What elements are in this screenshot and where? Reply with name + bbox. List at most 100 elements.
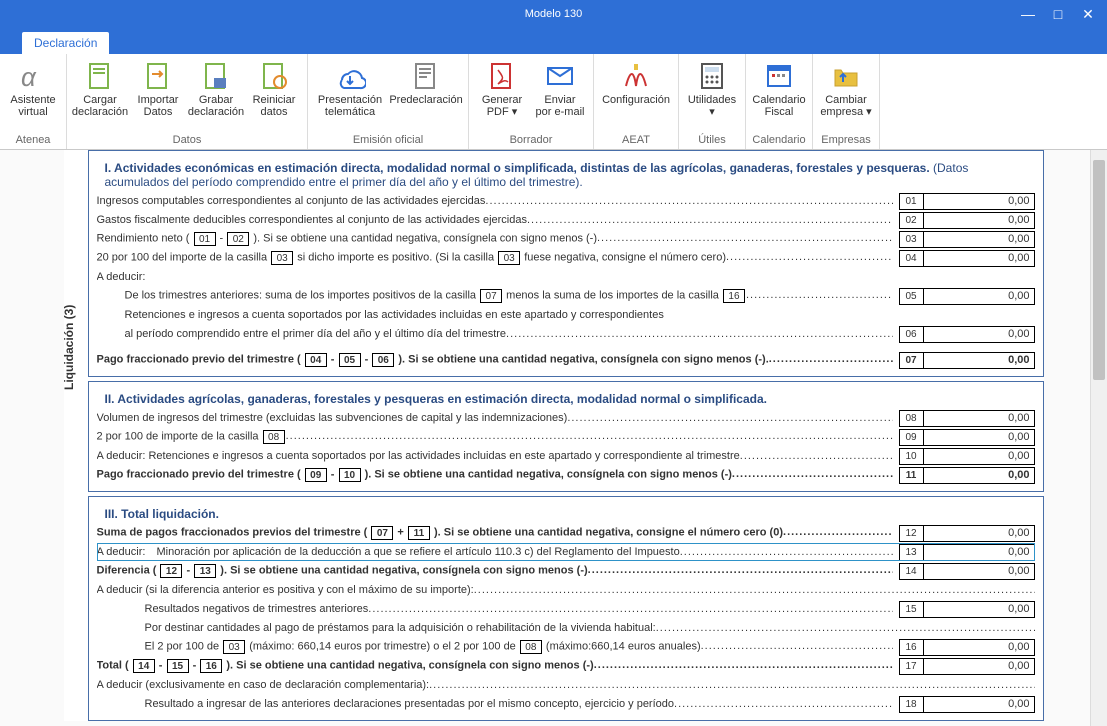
form-row-text: al período comprendido entre el primer d… [125,328,893,340]
form-value-cell[interactable]: 110,00 [899,467,1035,484]
ribbon-item[interactable]: Utilidades▾ [683,56,741,118]
form-row: 20 por 100 del importe de la casilla 03 … [97,249,1035,267]
form-row: Pago fraccionado previo del trimestre ( … [97,351,1035,369]
form-value-cell[interactable]: 080,00 [899,410,1035,427]
ribbon-tabstrip: Declaración [0,28,1107,54]
form-row: Gastos fiscalmente deducibles correspond… [97,211,1035,229]
ribbon-group-label: Empresas [821,132,871,149]
form-row-text: Diferencia ( 12 - 13 ). Si se obtiene un… [97,564,893,578]
form-row: Suma de pagos fraccionados previos del t… [97,524,1035,542]
ribbon-group: PresentacióntelemáticaPredeclaración Emis… [308,54,469,149]
form-row-text: Pago fraccionado previo del trimestre ( … [97,353,893,367]
form-row: Resultados negativos de trimestres anter… [145,600,1035,618]
form-row-text: Rendimiento neto ( 01 - 02 ). Si se obti… [97,232,893,246]
form-row-text: 2 por 100 de importe de la casilla 08 [97,430,893,444]
maximize-button[interactable]: □ [1043,0,1073,28]
form-row: A deducir (exclusivamente en caso de dec… [97,676,1035,694]
titlebar: Modelo 130 — □ ✕ [0,0,1107,28]
form-row: A deducir: Retenciones e ingresos a cuen… [97,447,1035,465]
ribbon-group: Utilidades▾ Útiles [679,54,746,149]
form-value-cell[interactable]: 170,00 [899,658,1035,675]
section-3-title: III. Total liquidación. [97,503,1035,523]
ribbon-item[interactable]: Cargardeclaración [71,56,129,118]
form-row-text: Resultados negativos de trimestres anter… [145,603,893,615]
ribbon-group-label: Datos [173,132,202,149]
ribbon-item[interactable]: Cambiarempresa ▾ [817,56,875,118]
form-row-text: Ingresos computables correspondientes al… [97,195,893,207]
scrollbar-thumb[interactable] [1093,160,1105,380]
ribbon-group: Configuración AEAT [594,54,679,149]
ribbon-group-label: Calendario [752,132,805,149]
form-value-cell[interactable]: 150,00 [899,601,1035,618]
form-row: El 2 por 100 de 03 (máximo: 660,14 euros… [145,638,1035,656]
ribbon-item[interactable]: Enviarpor e-mail [531,56,589,118]
form-value-cell[interactable]: 130,00 [899,544,1035,561]
form-row: Ingresos computables correspondientes al… [97,192,1035,210]
ribbon-item[interactable]: Predeclaración [388,56,464,106]
form-row: Diferencia ( 12 - 13 ). Si se obtiene un… [97,562,1035,580]
ribbon-item[interactable]: CalendarioFiscal [750,56,808,118]
form-value-cell[interactable]: 050,00 [899,288,1035,305]
form-row-text: Por destinar cantidades al pago de prést… [145,622,1035,634]
form-row-text: Gastos fiscalmente deducibles correspond… [97,214,893,226]
ribbon-group: CalendarioFiscal Calendario [746,54,813,149]
form-page: Liquidación (3) I. Actividades económica… [64,150,1044,721]
form-value-cell[interactable]: 030,00 [899,231,1035,248]
ribbon-item[interactable]: Presentacióntelemática [312,56,388,118]
ribbon-item[interactable]: ImportarDatos [129,56,187,118]
form-row-text: 20 por 100 del importe de la casilla 03 … [97,251,893,265]
form-value-cell[interactable]: 120,00 [899,525,1035,542]
section-2-title: II. Actividades agrícolas, ganaderas, fo… [97,388,1035,408]
ribbon-item[interactable]: Grabardeclaración [187,56,245,118]
form-row-text: Pago fraccionado previo del trimestre ( … [97,468,893,482]
ribbon-item[interactable]: Configuración [598,56,674,106]
ribbon-group: Cambiarempresa ▾ Empresas [813,54,880,149]
form-value-cell[interactable]: 100,00 [899,448,1035,465]
form-row-text: A deducir (exclusivamente en caso de dec… [97,679,1035,691]
form-value-cell[interactable]: 070,00 [899,352,1035,369]
svg-text:α: α [21,62,37,92]
ribbon-item[interactable]: GenerarPDF ▾ [473,56,531,118]
close-button[interactable]: ✕ [1073,0,1103,28]
form-row: A deducir:Minoración por aplicación de l… [97,543,1035,561]
form-row: 2 por 100 de importe de la casilla 08 090… [97,428,1035,446]
form-row: De los trimestres anteriores: suma de lo… [125,287,1035,305]
form-row: Pago fraccionado previo del trimestre ( … [97,466,1035,484]
form-value-cell[interactable]: 020,00 [899,212,1035,229]
form-row: al período comprendido entre el primer d… [125,325,1035,343]
ribbon-group-label: Atenea [16,132,51,149]
form-row-text: Suma de pagos fraccionados previos del t… [97,526,893,540]
form-row-text: Total ( 14 - 15 - 16 ). Si se obtiene un… [97,659,893,673]
content-area: Liquidación (3) I. Actividades económica… [0,150,1107,726]
section-1: I. Actividades económicas en estimación … [88,150,1044,377]
ribbon: αAsistentevirtual Atenea Cargardeclaración… [0,54,1107,150]
ribbon-group-label: Borrador [510,132,553,149]
ribbon-item[interactable]: Reiniciardatos [245,56,303,118]
form-value-cell[interactable]: 040,00 [899,250,1035,267]
form-value-cell[interactable]: 180,00 [899,696,1035,713]
form-row-text: De los trimestres anteriores: suma de lo… [125,289,893,303]
form-value-cell[interactable]: 160,00 [899,639,1035,656]
form-row-text: El 2 por 100 de 03 (máximo: 660,14 euros… [145,640,893,654]
minimize-button[interactable]: — [1013,0,1043,28]
form-row-text: Volumen de ingresos del trimestre (exclu… [97,412,893,424]
ribbon-item[interactable]: αAsistentevirtual [4,56,62,118]
form-row: A deducir (si la diferencia anterior es … [97,581,1035,599]
window-controls: — □ ✕ [1013,0,1103,28]
form-row-text: A deducir:Minoración por aplicación de l… [97,546,893,558]
form-value-cell[interactable]: 010,00 [899,193,1035,210]
form-value-cell[interactable]: 060,00 [899,326,1035,343]
scrollbar-track[interactable] [1090,150,1107,726]
ribbon-group-label: Útiles [698,132,726,149]
form-row: Retenciones e ingresos a cuenta soportad… [97,306,1035,324]
form-row-text: A deducir: Retenciones e ingresos a cuen… [97,450,893,462]
form-value-cell[interactable]: 140,00 [899,563,1035,580]
ribbon-group-label: Emisión oficial [353,132,423,149]
form-row: Rendimiento neto ( 01 - 02 ). Si se obti… [97,230,1035,248]
tab-declaracion[interactable]: Declaración [22,32,109,54]
form-value-cell[interactable]: 090,00 [899,429,1035,446]
ribbon-group-label: AEAT [622,132,650,149]
form-row-text: Resultado a ingresar de las anteriores d… [145,698,893,710]
window-title: Modelo 130 [525,8,583,20]
ribbon-group: CargardeclaraciónImportarDatosGrabardecl… [67,54,308,149]
